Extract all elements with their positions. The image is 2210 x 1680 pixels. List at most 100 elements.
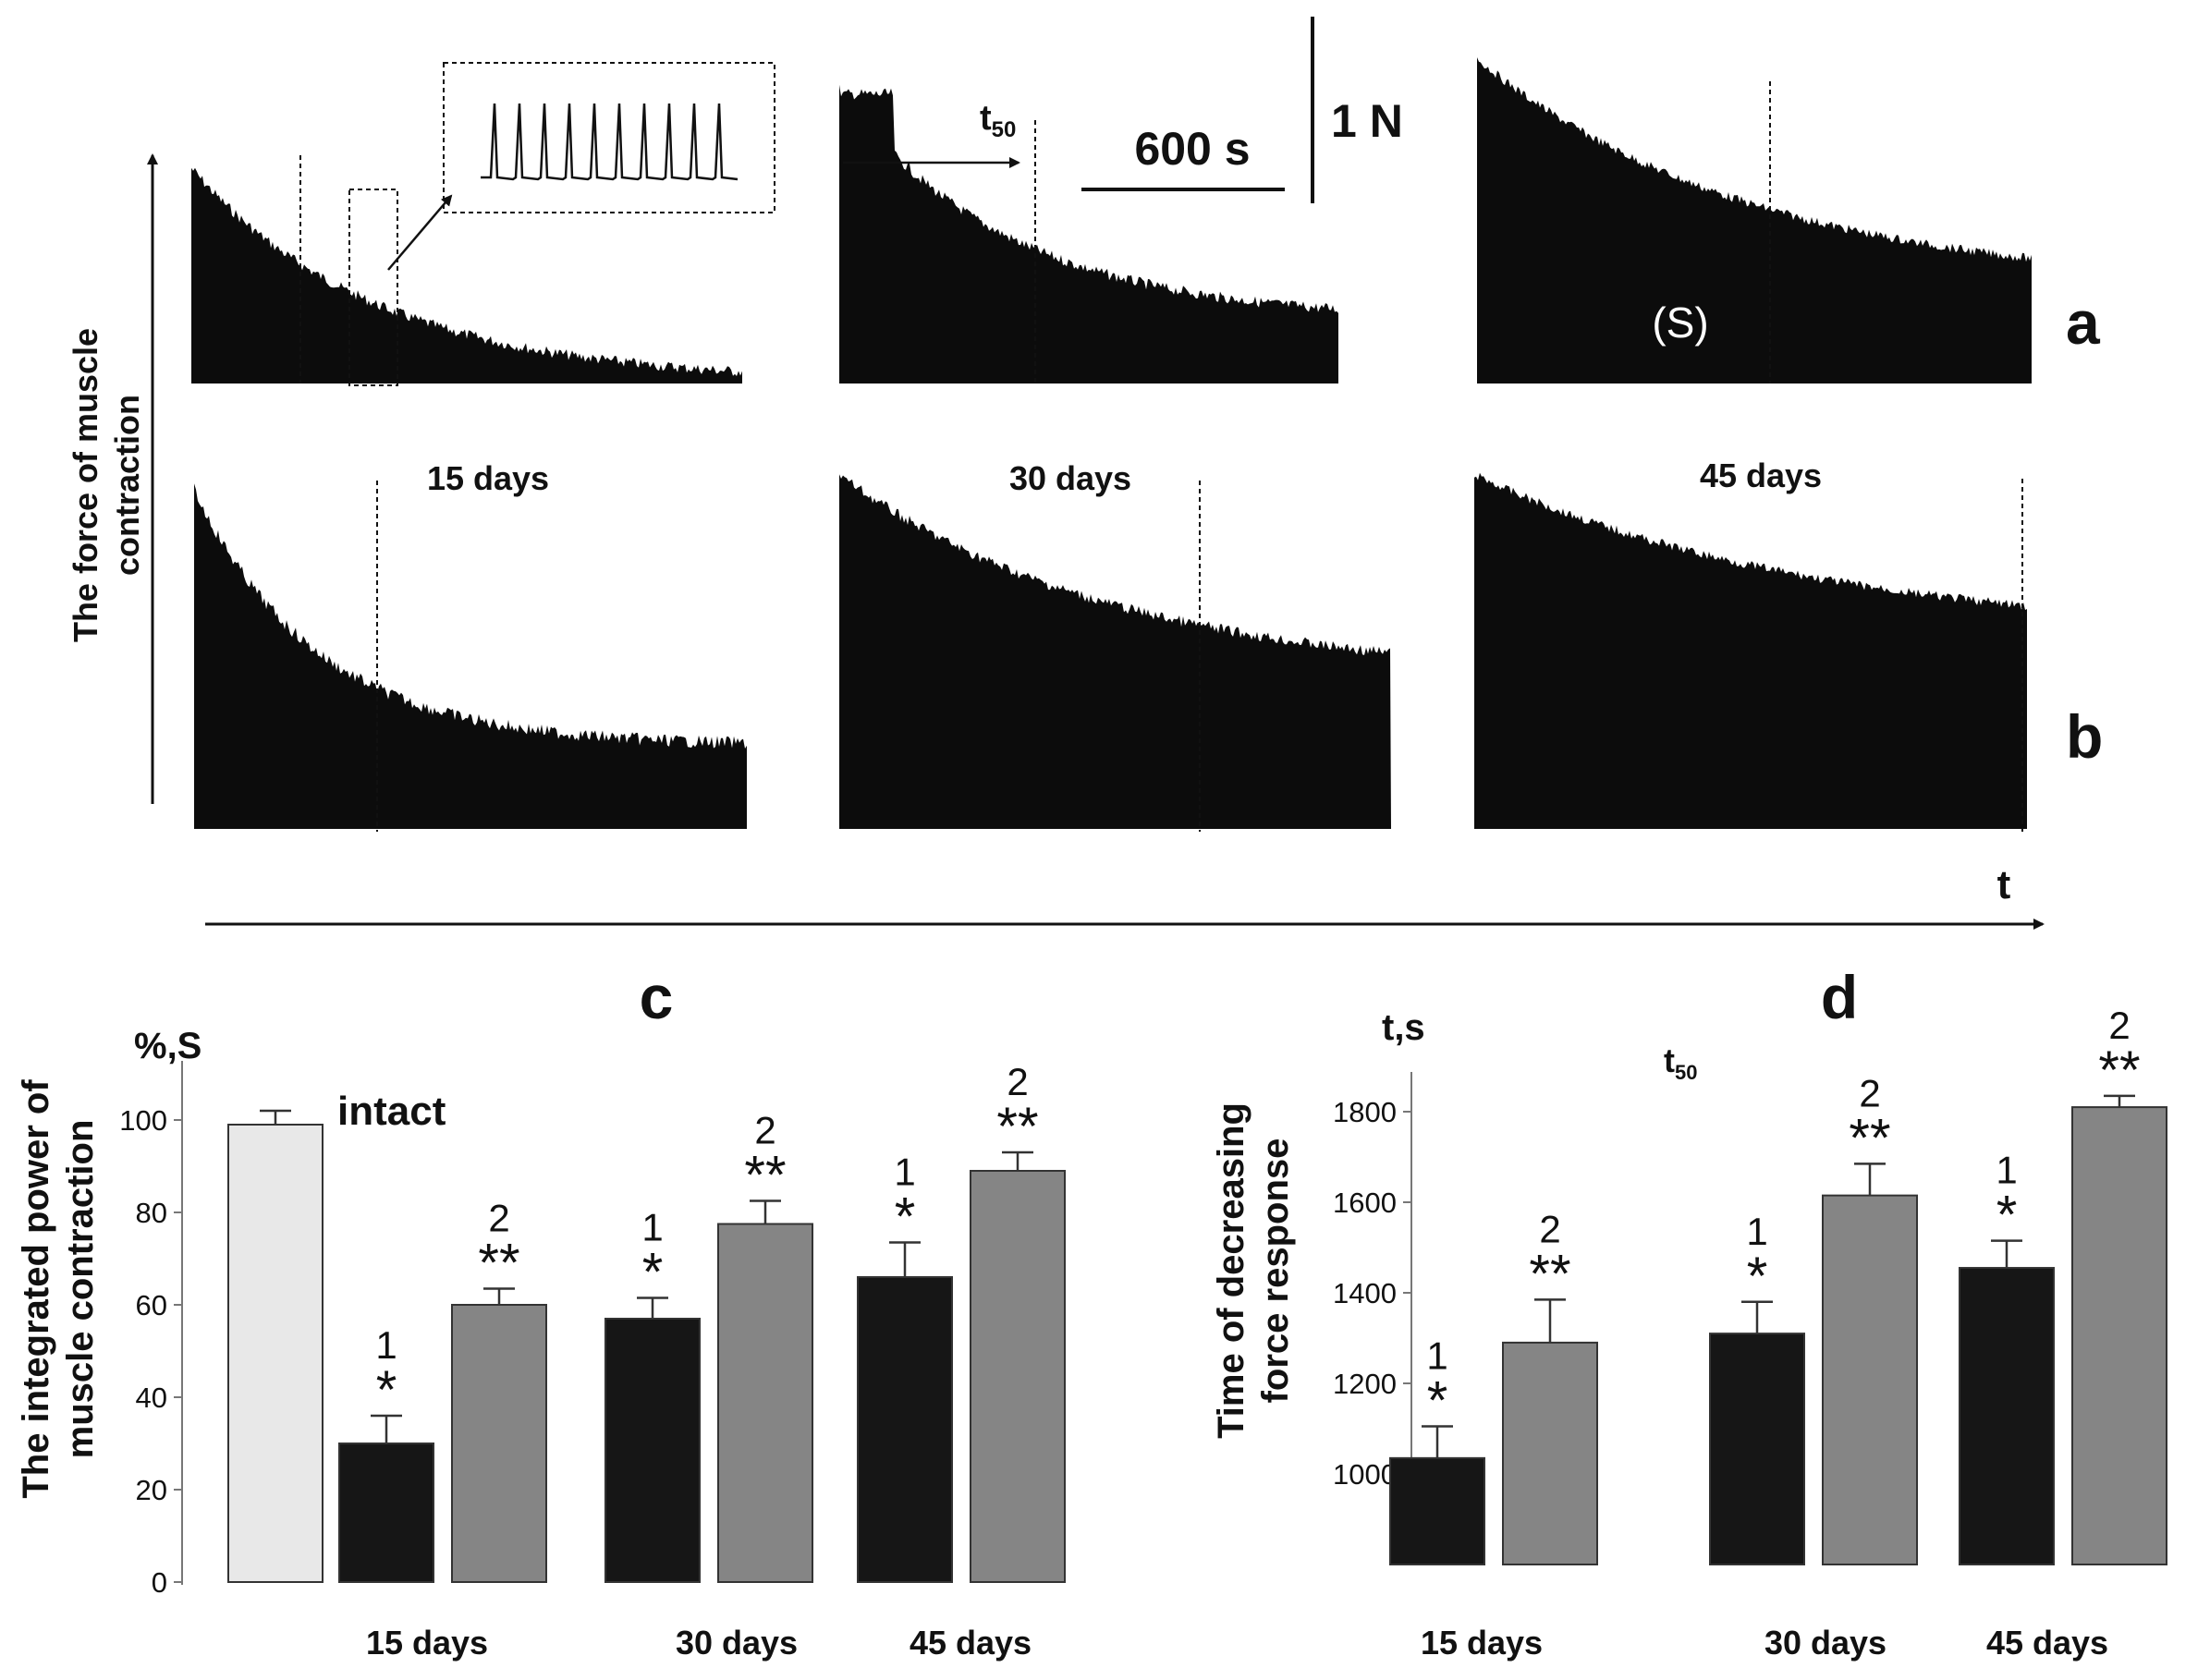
chart-d-category-30-days: 30 days xyxy=(1764,1624,1886,1662)
chart-c-y-ticks: 0 20 40 60 80 100 xyxy=(119,1104,182,1599)
time-scale-label: 600 s xyxy=(1134,123,1250,175)
chart-c-bar-series2-0-series-label: 2 xyxy=(488,1197,509,1240)
chart-d-tick-label-1800: 1800 xyxy=(1333,1096,1397,1128)
chart-c-ylabel-line1: The integrated power of xyxy=(16,1079,56,1499)
chart-c-bar-series2-2 xyxy=(970,1170,1066,1583)
force-scale-label: 1 N xyxy=(1331,95,1403,147)
chart-d-bar-series1-0 xyxy=(1389,1456,1485,1565)
zoom-arrow xyxy=(387,194,453,271)
chart-c-tick-label-80: 80 xyxy=(136,1197,167,1229)
force-axis-label-line1: The force of muscle xyxy=(67,328,104,642)
chart-d-category-45-days: 45 days xyxy=(1986,1624,2108,1662)
chart-c-intact-label: intact xyxy=(337,1089,446,1134)
chart-d-tick-label-1400: 1400 xyxy=(1333,1277,1397,1309)
force-axis-label-line2: contraction xyxy=(108,395,146,576)
row-b-letter: b xyxy=(2066,702,2103,771)
trace-a-15-days xyxy=(191,166,742,383)
chart-c-bar-series2-0-error-bar xyxy=(483,1287,515,1305)
time-axis-label: t xyxy=(1997,862,2011,907)
chart-d-t50-annotation: t50 xyxy=(1664,1041,1697,1084)
chart-c-bar-series1-0-significance-mark: * xyxy=(376,1360,397,1420)
zoom-inset-box xyxy=(443,62,775,213)
chart-c-title: c xyxy=(640,963,674,1031)
chart-c-bar-series1-0-error-bar xyxy=(371,1414,402,1443)
chart-d-category-15-days: 15 days xyxy=(1421,1624,1543,1662)
chart-c-category-15-days: 15 days xyxy=(366,1624,488,1662)
chart-d-bar-series2-1-error-bar xyxy=(1854,1163,1886,1196)
trace-a-30-days xyxy=(839,84,1338,384)
chart-d-bar-series1-1-error-bar xyxy=(1741,1300,1773,1334)
chart-d-ylabel-line1: Time of decreasing xyxy=(1211,1102,1252,1439)
chart-c-bar-series1-1-significance-mark: * xyxy=(642,1243,664,1303)
column-label-15-days: 15 days xyxy=(427,459,549,497)
chart-d-title: d xyxy=(1821,963,1858,1031)
chart-d-bar-series2-0-series-label: 2 xyxy=(1539,1207,1560,1250)
chart-d-bar-series2-1-series-label: 2 xyxy=(1859,1071,1880,1114)
chart-c-bar-series2-1-series-label: 2 xyxy=(754,1109,775,1152)
chart-d-bar-series1-2-error-bar xyxy=(1991,1239,2022,1269)
chart-d-bar-series1-0-series-label: 1 xyxy=(1426,1334,1447,1378)
chart-c-bar-series1-2-series-label: 1 xyxy=(894,1150,915,1194)
chart-c-bar-series1-0 xyxy=(338,1443,434,1583)
chart-d-bar-series2-2 xyxy=(2071,1106,2167,1565)
chart-d-tick-label-1200: 1200 xyxy=(1333,1368,1397,1400)
column-label-45-days: 45 days xyxy=(1700,457,1822,494)
chart-c-category-30-days: 30 days xyxy=(676,1624,798,1662)
chart-c-bar-series1-0-series-label: 1 xyxy=(375,1323,397,1367)
chart-c-bars: *1*1 *1**2**2 **2 xyxy=(227,1060,1066,1583)
chart-d-bar-series1-1-significance-mark: * xyxy=(1747,1247,1768,1307)
chart-d-bar-series1-1-series-label: 1 xyxy=(1746,1210,1767,1253)
chart-d-bar-series1-0-significance-mark: * xyxy=(1427,1371,1448,1431)
chart-d-bar-series2-2-series-label: 2 xyxy=(2108,1004,2130,1047)
force-traces-panel: The force of muscle contraction t t50 60… xyxy=(67,17,2103,930)
chart-c-bar-series2-0 xyxy=(451,1304,547,1583)
column-label-30-days: 30 days xyxy=(1009,459,1131,497)
trace-b-45-days xyxy=(1474,472,2027,829)
chart-d-y-ticks: 1000 1200 1400 1600 1800 xyxy=(1333,1096,1411,1491)
chart-d-ylabel-line2: force response xyxy=(1255,1138,1296,1404)
chart-c-bar-series1-2 xyxy=(857,1276,953,1583)
chart-c-bar-series2-1-error-bar xyxy=(750,1199,781,1224)
chart-d-bar-series2-0 xyxy=(1502,1341,1598,1566)
chart-d-tick-label-1000: 1000 xyxy=(1333,1458,1397,1491)
chart-d-bar-series2-0-significance-mark: ** xyxy=(1529,1244,1570,1304)
chart-d-unit-label: t,s xyxy=(1382,1007,1425,1048)
chart-d-bar-series1-1 xyxy=(1709,1333,1805,1565)
chart-c-bar-series1-1-series-label: 1 xyxy=(641,1206,663,1249)
chart-d-bar-series1-2 xyxy=(1959,1267,2055,1566)
chart-d-bar-series2-2-error-bar xyxy=(2104,1094,2135,1108)
chart-c-unit-label: %,S xyxy=(134,1026,201,1066)
chart-c-bar-series1-1 xyxy=(604,1318,701,1583)
chart-c-bar-series2-1 xyxy=(717,1223,813,1583)
chart-d: d t,s t50 Time of decreasing force respo… xyxy=(1211,963,2167,1662)
chart-c-tick-label-20: 20 xyxy=(136,1474,167,1506)
chart-c-bar-series1-2-error-bar xyxy=(889,1241,921,1277)
chart-d-bar-series1-2-significance-mark: * xyxy=(1996,1186,2018,1246)
chart-c-tick-label-40: 40 xyxy=(136,1382,167,1414)
chart-c-bar-series1-2-significance-mark: * xyxy=(895,1187,916,1248)
chart-d-bar-series2-1 xyxy=(1822,1194,1918,1566)
chart-d-tick-label-1600: 1600 xyxy=(1333,1187,1397,1219)
chart-c-bar-series2-0-significance-mark: ** xyxy=(478,1234,519,1294)
trace-b-15-days xyxy=(194,483,747,829)
chart-c-bar-series2-2-significance-mark: ** xyxy=(996,1097,1038,1157)
inset-contraction-spikes xyxy=(481,103,739,181)
chart-c-tick-label-60: 60 xyxy=(136,1289,167,1321)
chart-d-bar-series2-0-error-bar xyxy=(1534,1298,1566,1343)
zoom-selection-box xyxy=(348,189,398,386)
chart-d-bar-series1-0-error-bar xyxy=(1422,1425,1453,1458)
chart-d-bar-series1-2-series-label: 1 xyxy=(1996,1149,2017,1192)
row-a-letter: a xyxy=(2066,288,2101,357)
trace-b-30-days xyxy=(839,473,1391,829)
chart-c-tick-label-0: 0 xyxy=(152,1566,167,1599)
t50-label: t50 xyxy=(980,99,1016,142)
chart-d-bar-series2-2-significance-mark: ** xyxy=(2098,1041,2140,1101)
area-label: (S) xyxy=(1652,298,1708,347)
chart-c-bar-series2-2-series-label: 2 xyxy=(1007,1060,1028,1103)
chart-c-tick-label-100: 100 xyxy=(119,1104,167,1137)
chart-c-bar-intact-error-bar xyxy=(260,1109,291,1125)
chart-d-bar-series2-1-significance-mark: ** xyxy=(1849,1108,1890,1168)
chart-c-ylabel-line2: muscle contraction xyxy=(60,1120,101,1459)
chart-c-bar-series1-1-error-bar xyxy=(637,1297,668,1319)
